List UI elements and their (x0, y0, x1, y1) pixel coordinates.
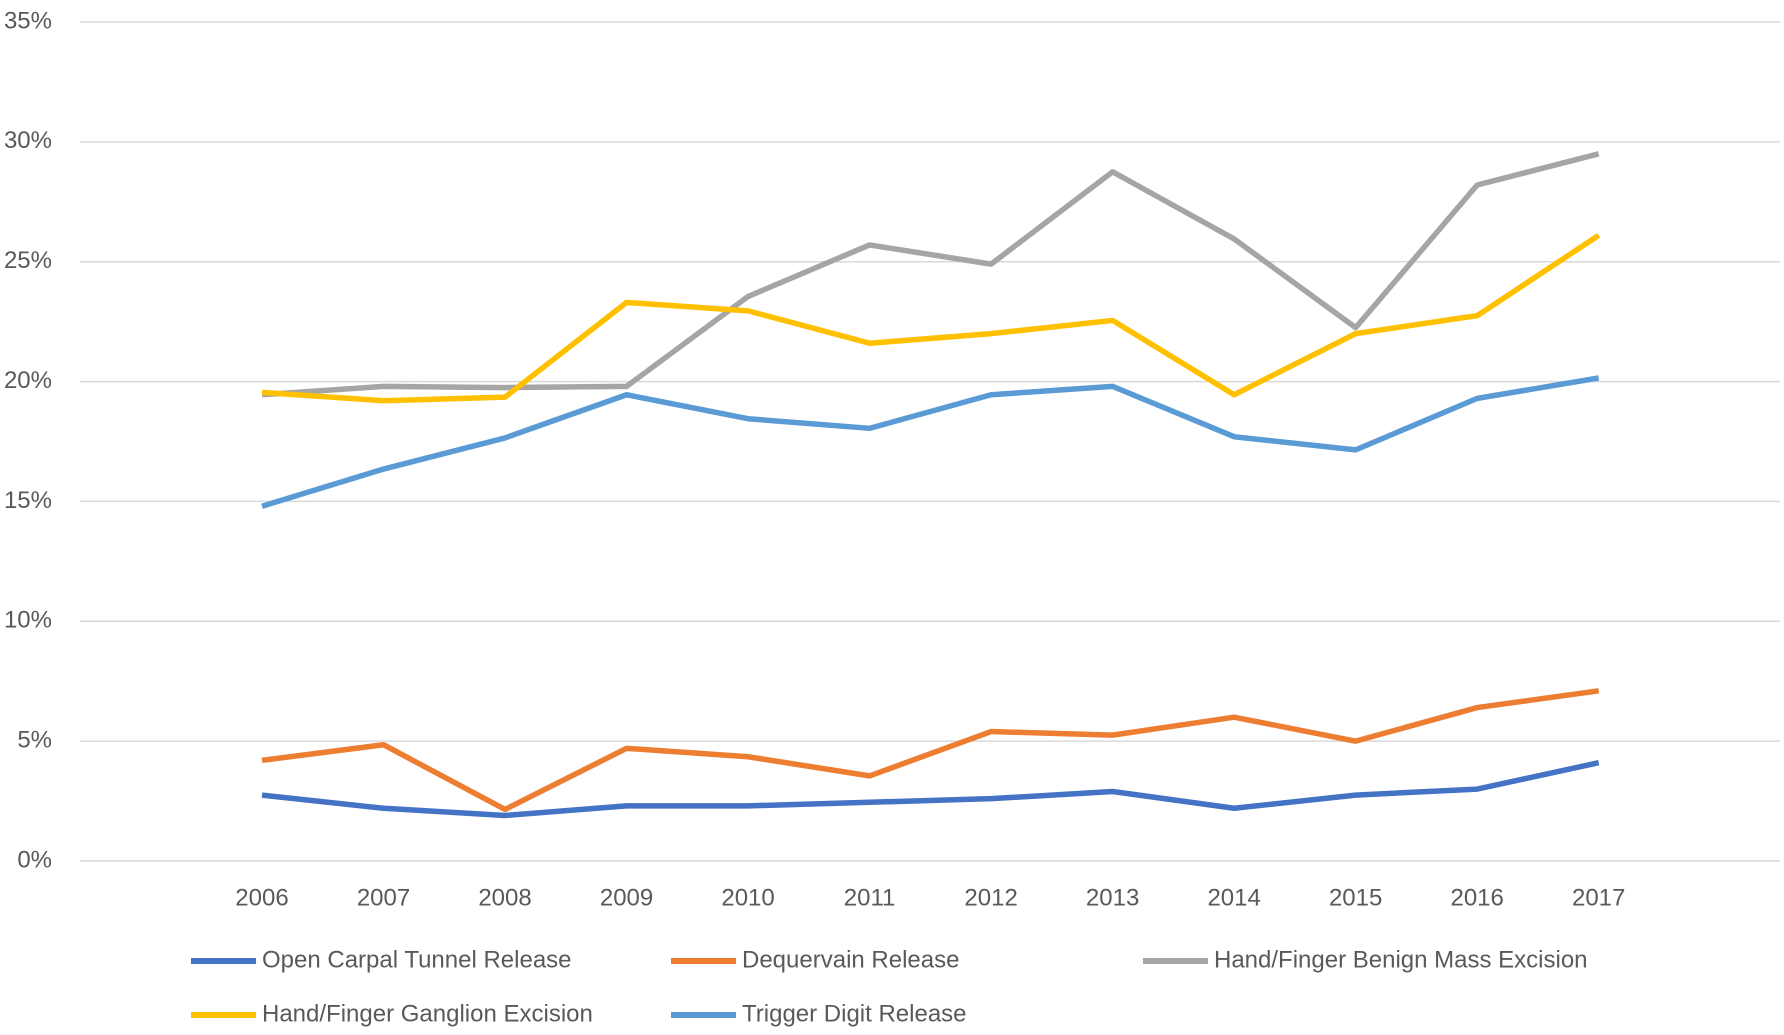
y-tick-label: 5% (17, 726, 52, 753)
x-tick-label: 2013 (1086, 884, 1139, 911)
series-line (261, 375, 1600, 509)
y-tick-label: 15% (4, 487, 52, 514)
y-tick-label: 10% (4, 607, 52, 634)
series-line (261, 688, 1600, 813)
y-tick-label: 30% (4, 127, 52, 154)
y-tick-label: 0% (17, 846, 52, 873)
y-tick-label: 25% (4, 247, 52, 274)
x-tick-label: 2016 (1450, 884, 1503, 911)
legend-label: Hand/Finger Ganglion Excision (262, 1000, 593, 1027)
x-tick-label: 2010 (721, 884, 774, 911)
legend-label: Dequervain Release (742, 946, 959, 973)
series-line (261, 151, 1600, 398)
series-line (261, 233, 1601, 404)
x-tick-label: 2015 (1329, 884, 1382, 911)
x-tick-label: 2009 (600, 884, 653, 911)
y-tick-label: 35% (4, 7, 52, 34)
x-tick-label: 2011 (844, 884, 896, 911)
legend-label: Hand/Finger Benign Mass Excision (1214, 946, 1588, 973)
legend-label: Trigger Digit Release (742, 1000, 967, 1027)
legend-label: Open Carpal Tunnel Release (262, 946, 572, 973)
series-line (261, 760, 1600, 819)
x-tick-label: 2012 (964, 884, 1017, 911)
x-tick-label: 2008 (478, 884, 531, 911)
y-tick-label: 20% (4, 367, 52, 394)
x-tick-label: 2017 (1572, 884, 1625, 911)
x-tick-label: 2006 (235, 884, 288, 911)
x-tick-label: 2007 (357, 884, 410, 911)
x-tick-label: 2014 (1207, 884, 1260, 911)
